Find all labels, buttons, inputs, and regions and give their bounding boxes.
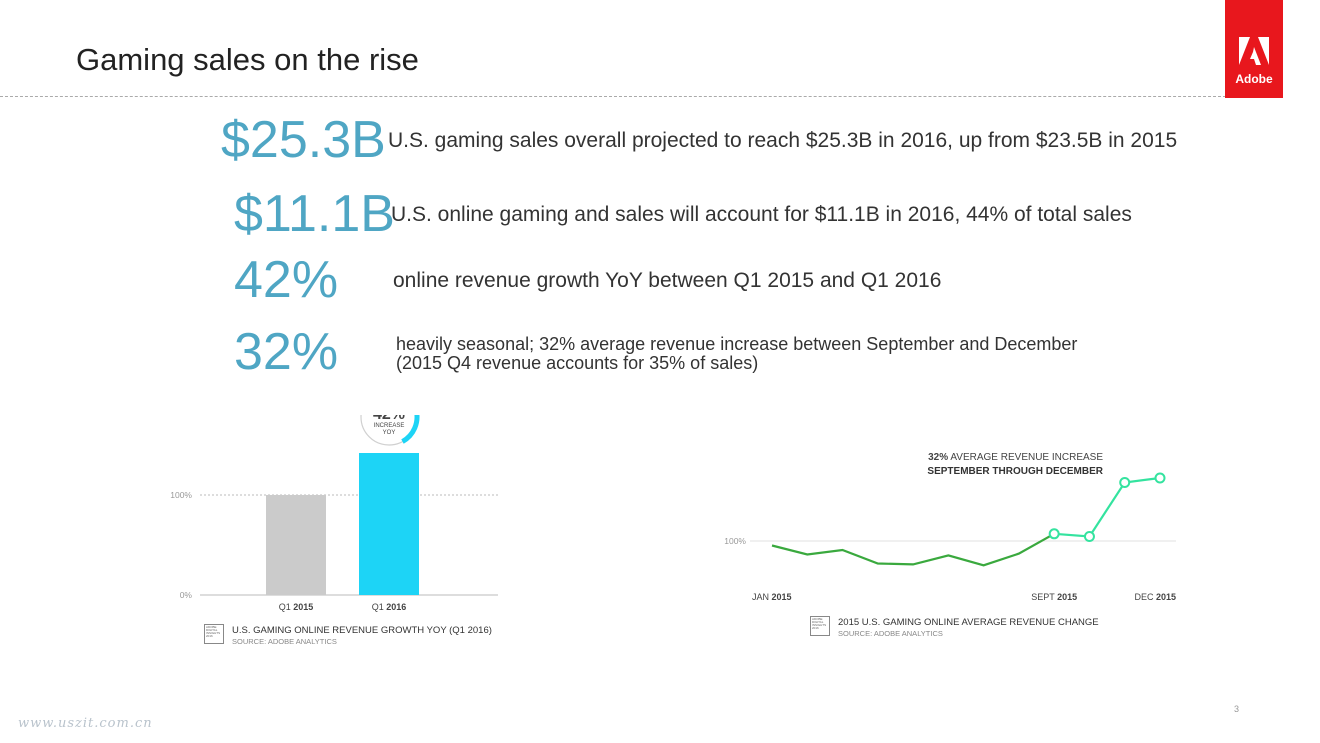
bar xyxy=(359,453,419,595)
bar-y-tick-label: 100% xyxy=(170,490,192,500)
line-series-highlight xyxy=(1054,476,1161,538)
stat-text-online-sales: U.S. online gaming and sales will accoun… xyxy=(391,203,1132,226)
line-point xyxy=(1048,528,1060,540)
line-chart-revenue-change: 100% JAN 2015 SEPT 2015 DEC 2015 32% AVERAGE… xyxy=(724,452,1176,602)
bar-chart-source: SOURCE: ADOBE ANALYTICS xyxy=(232,637,337,646)
adobe-logo: Adobe xyxy=(1225,0,1283,98)
growth-ring-label: YOY xyxy=(383,430,396,436)
stat-text-sales-overall: U.S. gaming sales overall projected to r… xyxy=(388,129,1178,152)
stat-value-seasonal: 32% xyxy=(234,323,339,381)
bar xyxy=(266,495,326,595)
line-x-tick-label: DEC 2015 xyxy=(1134,592,1176,602)
stat-text-seasonal-line2: (2015 Q4 revenue accounts for 35% of sal… xyxy=(396,353,759,373)
line-series-base xyxy=(771,532,1055,567)
line-point xyxy=(1083,531,1095,542)
bar-x-tick-label: Q1 2016 xyxy=(372,602,407,612)
title-divider xyxy=(0,96,1226,97)
stat-text-revenue-growth: online revenue growth YoY between Q1 201… xyxy=(393,269,942,292)
stat-value-sales-overall: $25.3B xyxy=(221,111,386,169)
line-chart-caption: 2015 U.S. GAMING ONLINE AVERAGE REVENUE … xyxy=(838,617,1099,628)
line-point xyxy=(1154,472,1166,484)
bar-chart-caption: U.S. GAMING ONLINE REVENUE GROWTH YOY (Q… xyxy=(232,625,492,636)
line-x-tick-label: SEPT 2015 xyxy=(1031,592,1077,602)
watermark: www.uszit.com.cn xyxy=(18,716,153,731)
adobe-digital-insights-badge-icon: ADOBE DIGITAL INSIGHTS 2016 xyxy=(810,616,830,636)
line-reference-label: 100% xyxy=(724,536,746,546)
bar-y-tick-label: 0% xyxy=(180,590,193,600)
stat-text-seasonal-line1: heavily seasonal; 32% average revenue in… xyxy=(396,334,1078,354)
bar-x-tick-label: Q1 2015 xyxy=(279,602,314,612)
stat-value-revenue-growth: 42% xyxy=(234,251,339,309)
line-chart-source: SOURCE: ADOBE ANALYTICS xyxy=(838,629,943,638)
line-annotation: 32% AVERAGE REVENUE INCREASE xyxy=(928,452,1103,463)
line-x-tick-label: JAN 2015 xyxy=(752,592,792,602)
growth-ring-value: 42% xyxy=(373,415,405,423)
growth-ring-arc xyxy=(401,415,420,444)
page-title: Gaming sales on the rise xyxy=(76,42,419,77)
stat-value-online-sales: $11.1B xyxy=(234,185,395,243)
adobe-logo-text: Adobe xyxy=(1235,72,1273,86)
page-number: 3 xyxy=(1234,704,1240,714)
adobe-digital-insights-badge-icon: ADOBE DIGITAL INSIGHTS 2016 xyxy=(204,624,224,644)
adobe-a-icon xyxy=(1239,37,1269,65)
line-annotation: SEPTEMBER THROUGH DECEMBER xyxy=(927,466,1103,477)
line-point xyxy=(1119,477,1131,488)
growth-ring-label: INCREASE xyxy=(374,423,405,429)
